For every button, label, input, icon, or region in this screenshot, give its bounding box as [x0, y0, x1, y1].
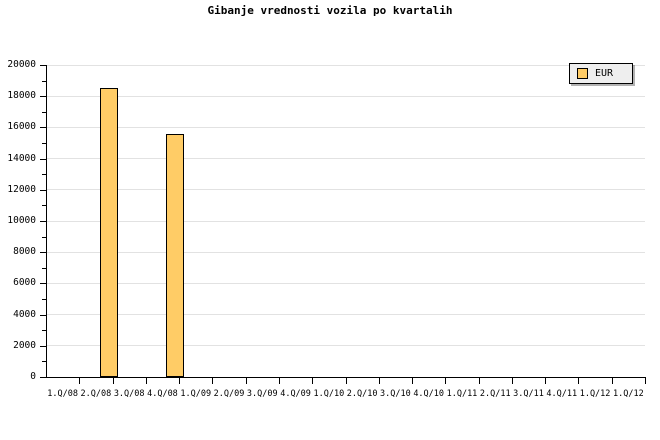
x-axis-tick	[645, 378, 646, 384]
x-axis-tick	[578, 378, 579, 384]
y-axis-minor-tick	[42, 299, 46, 300]
y-axis-tick	[40, 65, 46, 66]
bar	[99, 88, 118, 377]
y-axis-label: 16000	[7, 121, 36, 133]
y-axis-tick	[40, 314, 46, 316]
x-axis-label: 1.Q/11	[446, 389, 478, 399]
x-axis-label: 3.Q/09	[246, 389, 278, 399]
x-axis-tick	[179, 378, 180, 384]
gridline	[46, 251, 645, 253]
x-axis-tick	[312, 378, 313, 384]
gridline	[46, 64, 645, 66]
y-axis-tick	[40, 283, 46, 285]
x-axis-tick	[113, 378, 114, 384]
x-axis-tick	[146, 378, 147, 384]
chart-title: Gibanje vrednosti vozila po kvartalih	[207, 4, 453, 17]
y-axis-minor-tick	[42, 330, 46, 332]
y-axis-minor-tick	[42, 205, 46, 207]
chart-legend: EUR	[569, 63, 633, 84]
gridline	[46, 158, 645, 160]
x-axis-label: 4.Q/08	[147, 389, 178, 399]
x-axis-label: 3.Q/10	[380, 389, 411, 399]
x-axis-label: 2.Q/08	[80, 389, 112, 399]
y-axis-label: 20000	[7, 59, 36, 70]
y-axis-minor-tick	[42, 80, 46, 82]
y-axis-minor-tick	[42, 174, 46, 176]
y-axis-tick	[40, 158, 46, 160]
x-axis-tick	[412, 378, 413, 384]
y-axis-label: 18000	[7, 90, 36, 102]
y-axis-tick	[40, 189, 46, 191]
bar	[166, 133, 185, 377]
gridline	[46, 189, 645, 191]
y-axis-tick	[40, 252, 46, 254]
y-axis-tick	[40, 221, 46, 222]
y-axis-label: 2000	[13, 339, 36, 351]
x-axis-label: 3.Q/08	[113, 389, 145, 399]
x-axis-label: 4.Q/10	[413, 389, 445, 399]
y-axis-minor-tick	[42, 236, 46, 238]
y-axis-line	[46, 65, 47, 378]
x-axis-tick	[612, 378, 613, 384]
gridline	[46, 220, 645, 222]
gridline	[46, 282, 645, 284]
gridline	[46, 95, 645, 97]
gridline	[46, 126, 645, 128]
x-axis-label: 1.Q/08	[47, 389, 78, 399]
y-axis-label: 12000	[7, 183, 36, 195]
x-axis-tick	[79, 378, 80, 384]
gridline	[46, 314, 645, 316]
x-axis-tick	[479, 378, 480, 384]
y-axis-label: 10000	[7, 215, 36, 226]
x-axis-tick	[246, 378, 247, 384]
x-axis-label: 2.Q/11	[479, 389, 511, 399]
y-axis-tick	[40, 127, 46, 129]
x-axis-tick	[445, 378, 446, 384]
x-axis-label: 2.Q/10	[346, 389, 378, 399]
plot-area	[46, 64, 645, 377]
x-axis-tick	[212, 378, 213, 384]
y-axis-minor-tick	[42, 143, 46, 144]
x-axis-tick	[346, 378, 347, 384]
y-axis-tick	[40, 377, 46, 378]
x-axis-label: 1.Q/09	[180, 389, 212, 399]
gridline	[46, 345, 645, 347]
x-axis-tick	[512, 378, 513, 384]
y-axis-label: 14000	[7, 152, 36, 164]
x-axis-tick	[379, 378, 380, 384]
x-axis-label: 4.Q/09	[280, 389, 311, 399]
x-axis-label: 1.Q/10	[313, 389, 345, 399]
x-axis-tick	[279, 378, 280, 384]
y-axis-tick	[40, 96, 46, 98]
y-axis-label: 8000	[13, 246, 36, 258]
legend-swatch-eur	[577, 68, 588, 79]
y-axis-minor-tick	[42, 111, 46, 113]
x-axis-label: 3.Q/11	[513, 389, 544, 399]
y-axis-tick	[40, 345, 46, 347]
y-axis-label: 6000	[13, 277, 36, 289]
x-axis-label: 1.Q/12	[612, 389, 644, 399]
y-axis-minor-tick	[42, 361, 46, 363]
legend-label-eur: EUR	[595, 68, 614, 79]
x-axis-label: 2.Q/09	[213, 389, 245, 399]
x-axis-line	[46, 377, 646, 378]
y-axis-label: 0	[30, 371, 36, 382]
x-axis-label: 1.Q/12	[579, 389, 611, 399]
y-axis-minor-tick	[42, 267, 46, 269]
y-axis-label: 4000	[13, 308, 36, 320]
x-axis-tick	[545, 378, 546, 384]
x-axis-label: 4.Q/11	[546, 389, 578, 399]
